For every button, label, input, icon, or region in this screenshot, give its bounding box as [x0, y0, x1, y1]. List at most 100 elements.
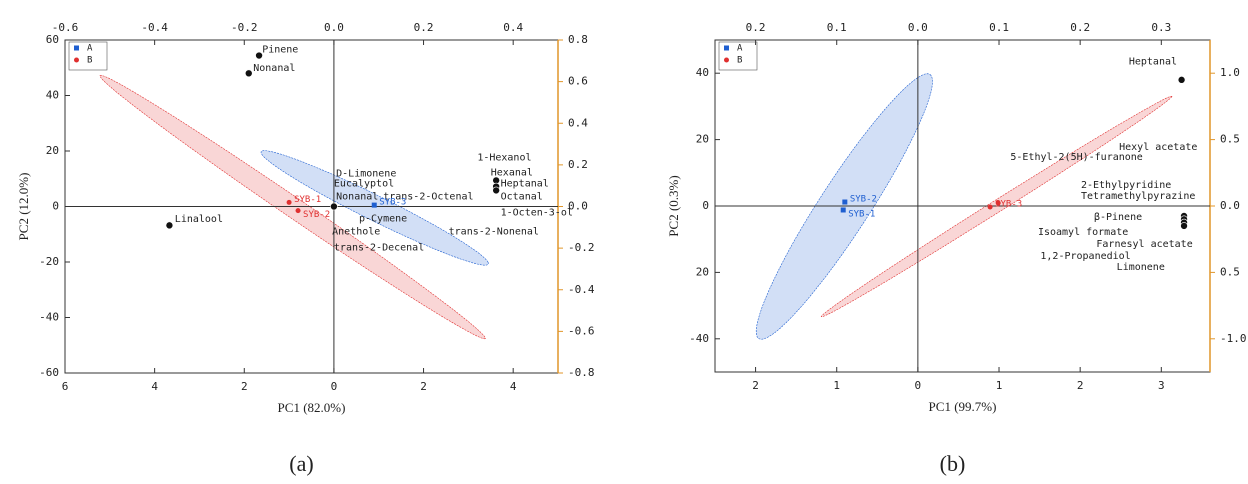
loading-label: Anethole: [332, 226, 380, 237]
score-point: [840, 207, 846, 213]
x2-tick-label: 0.2: [414, 21, 434, 34]
loading-label: trans-2-Decenal: [334, 243, 424, 254]
x2-tick-label: 0.1: [827, 21, 847, 34]
legend-label: B: [737, 56, 742, 66]
x-tick-label: 1: [996, 379, 1003, 392]
y2-tick-label: 0.4: [568, 116, 588, 129]
legend-label: A: [87, 44, 93, 54]
y-tick-label: 20: [696, 265, 709, 278]
y-tick-label: 40: [46, 89, 59, 102]
x2-tick-label: 0.3: [1151, 21, 1171, 34]
x2-tick-label: 0.1: [989, 21, 1009, 34]
score-point: [371, 202, 377, 208]
loading-point: [255, 51, 263, 60]
x-tick-label: 2: [752, 379, 759, 392]
y-tick-label: 0: [52, 200, 59, 213]
legend-box: [718, 41, 758, 71]
loading-label: 1-Hexanol: [477, 152, 531, 163]
score-label: SYB-1: [848, 209, 875, 219]
x-axis-title: PC1 (99.7%): [929, 399, 997, 414]
x2-tick-label: 0.0: [908, 21, 928, 34]
loading-label: Nonanal: [336, 192, 378, 203]
y2-tick-label: -0.6: [568, 324, 595, 337]
loading-label: 1,2-Propanediol: [1040, 251, 1130, 262]
score-label: SYB-3: [379, 198, 406, 208]
y2-tick-label: 0.0: [568, 200, 588, 213]
y-tick-label: -20: [39, 255, 59, 268]
x2-tick-label: 0.2: [746, 21, 766, 34]
legend-marker: [724, 45, 729, 51]
y2-tick-label: -0.2: [568, 241, 595, 254]
x-tick-label: 4: [151, 380, 158, 393]
score-label: SYB-1: [294, 195, 321, 205]
x-axis-title: PC1 (82.0%): [278, 400, 346, 415]
loading-label: Tetramethylpyrazine: [1081, 191, 1195, 202]
x-tick-label: 0: [915, 379, 922, 392]
caption: (a): [289, 451, 313, 476]
y2-tick-label: -1.0: [1220, 332, 1247, 345]
score-point: [987, 204, 993, 210]
legend-label: B: [87, 56, 92, 66]
loading-label: Hexyl acetate: [1119, 142, 1197, 153]
y2-tick-label: 0.0: [1220, 199, 1240, 212]
loading-label: β-Pinene: [1094, 212, 1142, 223]
y-tick-label: 20: [696, 133, 709, 146]
y2-tick-label: 0.5: [1220, 265, 1240, 278]
legend-marker: [74, 45, 79, 51]
legend-marker: [724, 57, 729, 63]
y2-tick-label: -0.8: [568, 366, 595, 379]
x2-tick-label: 0.2: [1070, 21, 1090, 34]
y2-tick-label: 0.5: [1220, 133, 1240, 146]
loading-point: [1180, 222, 1188, 230]
score-label: SYB-3: [995, 199, 1022, 209]
legend-box: [68, 41, 108, 71]
score-point: [286, 199, 292, 205]
x-tick-label: 6: [62, 380, 69, 393]
loading-label: Heptanal: [501, 178, 549, 189]
y-tick-label: 0: [702, 199, 709, 212]
y-tick-label: 20: [46, 144, 59, 157]
y2-tick-label: -0.4: [568, 283, 595, 296]
y2-tick-label: 0.6: [568, 75, 588, 88]
loading-label: Farnesyl acetate: [1096, 239, 1192, 250]
y-tick-label: 60: [46, 33, 59, 46]
y-tick-label: -40: [39, 311, 59, 324]
x-tick-label: 4: [510, 380, 517, 393]
loading-label: Heptanal: [1129, 57, 1177, 68]
loading-label: Linalool: [175, 214, 223, 225]
loading-label: Pinene: [262, 45, 298, 56]
caption: (b): [940, 451, 966, 476]
x2-tick-label: 0.4: [503, 21, 523, 34]
x-tick-label: 2: [420, 380, 427, 393]
y-tick-label: -60: [39, 366, 59, 379]
y-axis-title: PC2 (12.0%): [16, 173, 31, 241]
loading-label: 2-Ethylpyridine: [1081, 180, 1171, 191]
legend-marker: [74, 57, 79, 63]
score-label: SYB-2: [303, 210, 330, 220]
x-tick-label: 0: [331, 380, 338, 393]
x2-tick-label: 0.0: [324, 21, 344, 34]
y2-tick-label: 0.8: [568, 33, 588, 46]
loading-label: 5-Ethyl-2(5H)-furanone: [1010, 152, 1142, 163]
loading-label: Limonene: [1117, 262, 1165, 273]
loading-label: Eucalyptol: [334, 178, 394, 189]
x-tick-label: 3: [1158, 379, 1165, 392]
loading-point: [330, 202, 338, 211]
score-point: [295, 208, 301, 214]
loading-label: p-Cymene: [359, 213, 407, 224]
confidence-ellipse: [99, 74, 486, 340]
confidence-ellipse: [260, 150, 489, 266]
loading-label: trans-2-Octenal: [383, 192, 473, 203]
loading-label: Nonanal: [253, 63, 295, 74]
score-point: [995, 200, 1001, 206]
loading-point: [244, 69, 253, 78]
loading-point: [165, 221, 174, 230]
y2-tick-label: 1.0: [1220, 66, 1240, 79]
loading-label: trans-2-Nonenal: [449, 226, 539, 237]
loading-label: Isoamyl formate: [1038, 227, 1128, 238]
y-axis-title: PC2 (0.3%): [666, 175, 681, 236]
loading-label: D-Limonene: [336, 168, 396, 179]
x-tick-label: 2: [241, 380, 248, 393]
